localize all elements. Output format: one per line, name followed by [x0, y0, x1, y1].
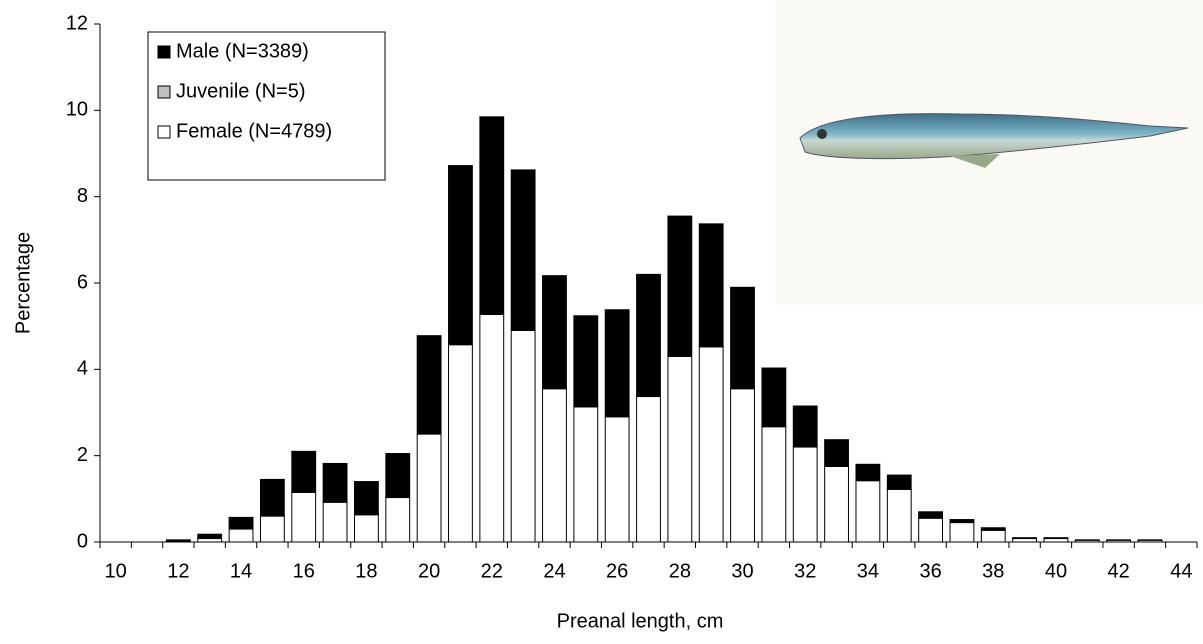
x-tick-label: 16	[293, 560, 315, 582]
bar-segment	[793, 447, 817, 542]
y-tick-label: 12	[66, 12, 88, 34]
bar-segment	[417, 434, 441, 542]
x-tick-label: 18	[355, 560, 377, 582]
x-tick-label: 28	[669, 560, 691, 582]
legend-swatch	[158, 126, 170, 138]
x-tick-label: 14	[230, 560, 252, 582]
bar-segment	[292, 492, 316, 542]
legend-swatch	[158, 86, 170, 98]
bar-segment	[950, 520, 974, 523]
bar-segment	[856, 481, 880, 542]
bar-segment	[543, 276, 567, 389]
legend-label: Female (N=4789)	[176, 120, 332, 142]
legend-label: Male (N=3389)	[176, 40, 309, 62]
bar-segment	[355, 515, 379, 542]
bar-segment	[543, 389, 567, 542]
bar-segment	[919, 518, 943, 542]
x-tick-label: 22	[481, 560, 503, 582]
bar-segment	[260, 516, 284, 542]
x-tick-label: 36	[919, 560, 941, 582]
bar-segment	[1013, 539, 1037, 542]
bar-segment	[198, 539, 222, 542]
bar-segment	[198, 534, 222, 538]
bar-segment	[386, 498, 410, 542]
bar-segment	[511, 330, 535, 542]
x-tick-label: 42	[1108, 560, 1130, 582]
bar-segment	[166, 540, 190, 541]
bar-segment	[668, 216, 692, 356]
bar-segment	[292, 451, 316, 492]
x-axis-label: Preanal length, cm	[557, 610, 724, 632]
bar-segment	[449, 345, 473, 542]
bar-segment	[605, 310, 629, 417]
bar-segment	[887, 475, 911, 489]
bar-segment	[950, 523, 974, 542]
bar-segment	[480, 315, 504, 542]
bar-segment	[637, 397, 661, 542]
bar-segment	[1044, 539, 1068, 542]
bar-segment	[323, 502, 347, 542]
legend-swatch	[158, 46, 170, 58]
bar-segment	[699, 224, 723, 347]
bar-segment	[480, 117, 504, 315]
bar-segment	[919, 512, 943, 518]
bar-segment	[762, 368, 786, 427]
bar-segment	[605, 417, 629, 542]
bar-segment	[417, 336, 441, 434]
bar-segment	[637, 274, 661, 396]
x-tick-label: 30	[731, 560, 753, 582]
bar-segment	[449, 166, 473, 345]
bar-segment	[260, 479, 284, 516]
bar-segment	[793, 406, 817, 447]
bar-segment	[386, 454, 410, 498]
bar-segment	[1013, 538, 1037, 539]
bar-segment	[762, 427, 786, 542]
bar-segment	[887, 489, 911, 542]
x-tick-label: 26	[606, 560, 628, 582]
y-tick-label: 0	[77, 530, 88, 552]
bar-segment	[699, 347, 723, 542]
bar-segment	[825, 440, 849, 467]
bar-segment	[574, 316, 598, 407]
bar-segment	[511, 170, 535, 331]
x-tick-label: 38	[982, 560, 1004, 582]
bar-segment	[229, 529, 253, 542]
x-tick-label: 40	[1045, 560, 1067, 582]
x-tick-label: 20	[418, 560, 440, 582]
bar-segment	[323, 463, 347, 502]
bar-segment	[731, 389, 755, 542]
y-tick-label: 6	[77, 271, 88, 293]
y-tick-label: 4	[77, 358, 88, 380]
x-tick-label: 24	[543, 560, 565, 582]
bar-segment	[981, 530, 1005, 542]
x-tick-label: 32	[794, 560, 816, 582]
bar-segment	[574, 407, 598, 542]
y-axis-label: Percentage	[12, 232, 34, 334]
bar-segment	[825, 466, 849, 542]
legend-label: Juvenile (N=5)	[176, 80, 306, 102]
bar-segment	[856, 464, 880, 480]
y-tick-label: 8	[77, 185, 88, 207]
y-tick-label: 10	[66, 99, 88, 121]
bar-segment	[229, 517, 253, 529]
x-tick-label: 44	[1170, 560, 1192, 582]
x-tick-label: 10	[105, 560, 127, 582]
bar-segment	[731, 287, 755, 388]
bar-segment	[668, 356, 692, 542]
bar-segment	[355, 482, 379, 515]
bar-segment	[1044, 538, 1068, 539]
x-tick-label: 12	[167, 560, 189, 582]
bar-segment	[981, 528, 1005, 531]
x-tick-label: 34	[857, 560, 879, 582]
y-tick-label: 2	[77, 444, 88, 466]
